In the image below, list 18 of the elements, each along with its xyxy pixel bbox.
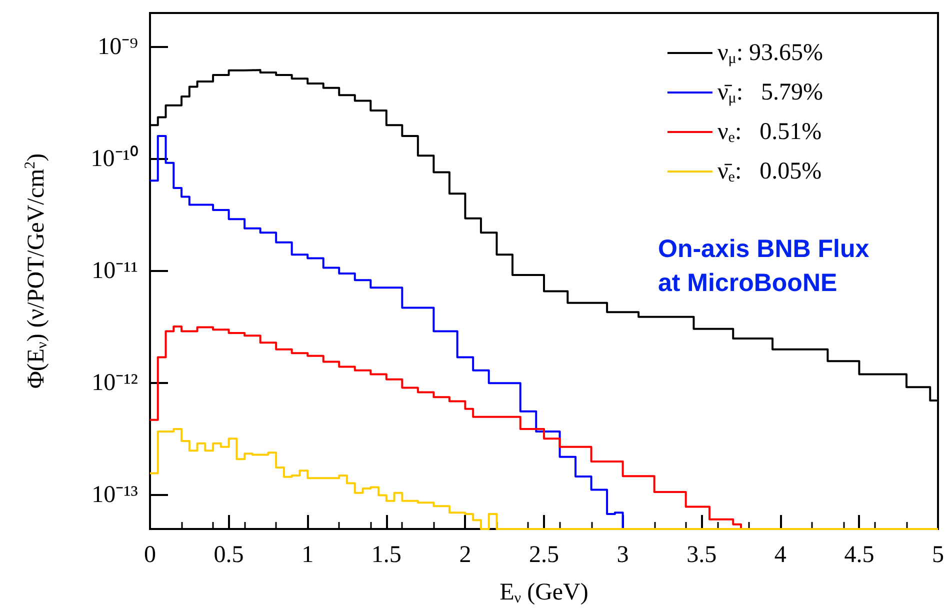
x-tick-label: 1.5 xyxy=(371,542,402,568)
y-tick-label: 10⁻¹¹ xyxy=(92,258,138,284)
annotation: On-axis BNB Flux at MicroBooNE xyxy=(658,235,870,297)
x-tick-label: 3 xyxy=(616,542,629,568)
y-tick-label: 10⁻¹² xyxy=(92,370,138,396)
x-tick-label: 5 xyxy=(932,542,944,568)
y-tick-label: 10⁻⁹ xyxy=(98,34,138,60)
y-axis-title: Φ(Eν) (ν/POT/GeV/cm2) xyxy=(22,153,50,389)
y-tick-label: 10⁻¹³ xyxy=(92,482,138,508)
x-tick-label: 0.5 xyxy=(214,542,244,568)
x-tick-label: 0 xyxy=(144,542,156,568)
x-tick-label: 2.5 xyxy=(529,542,559,568)
x-tick-label: 4.5 xyxy=(844,542,874,568)
x-tick-label: 1 xyxy=(302,542,314,568)
x-tick-label: 2 xyxy=(459,542,472,568)
y-tick-label: 10⁻¹⁰ xyxy=(90,144,138,172)
x-tick-label: 4 xyxy=(774,542,786,568)
x-tick-label: 3.5 xyxy=(686,542,717,568)
